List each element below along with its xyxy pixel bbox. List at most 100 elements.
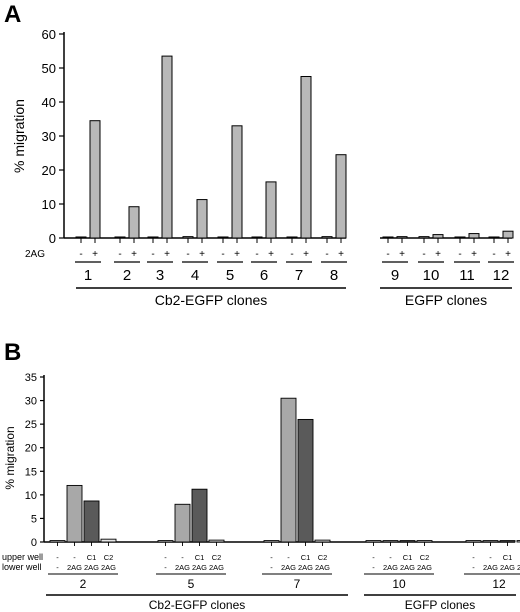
clone-label-b: 2 [80,577,87,591]
clone-label-a: 10 [423,267,440,284]
bar-a-plus [161,55,173,239]
bar-b [499,540,516,543]
treatment-sign-a: - [290,249,293,260]
row-label-upper: upper well [2,552,43,562]
panel-b-letter: B [4,339,21,366]
treatment-sign-a: + [338,249,344,260]
bar-b [482,540,499,543]
bar-a-plus [196,199,208,239]
y-axis-label-b: % migration [3,426,17,489]
panel-a-letter: A [4,1,21,28]
clone-label-a: 9 [391,267,399,284]
y-tick-label-b: 20 [25,443,37,455]
bar-b [174,503,191,543]
clone-label-a: 11 [459,267,475,284]
condition-upper-b: - [73,553,76,562]
condition-lower-b: 2AG [175,563,190,572]
bar-b [365,540,382,543]
bar-b [280,397,297,543]
clone-label-a: 12 [493,267,510,284]
bar-b [516,540,520,543]
y-tick-label-a: 30 [42,129,56,144]
bar-a-plus [502,230,514,239]
clone-label-b: 12 [492,577,506,591]
bar-a-minus [286,236,298,239]
treatment-sign-a: + [399,249,405,260]
y-tick-label-a: 0 [49,231,56,246]
bar-b [66,484,83,543]
condition-upper-b: - [287,553,290,562]
condition-upper-b: - [472,553,475,562]
bar-b [83,500,100,543]
bar-a-plus [300,76,312,239]
condition-upper-b: - [372,553,375,562]
condition-lower-b: 2AG [101,563,116,572]
condition-upper-b: - [56,553,59,562]
condition-lower-b: - [472,563,475,572]
treatment-sign-a: - [186,249,189,260]
condition-upper-b: C1 [403,553,413,562]
bar-b [382,540,399,543]
condition-lower-b: - [56,563,59,572]
treatment-sign-a: + [234,249,240,260]
bar-b [100,538,117,543]
y-tick-label-b: 5 [31,513,37,525]
y-tick-label-b: 25 [25,419,37,431]
treatment-sign-a: - [458,249,461,260]
clone-label-b: 5 [188,577,195,591]
y-tick-label-b: 10 [25,490,37,502]
bar-a-minus [382,236,394,239]
bar-a-minus [251,236,263,239]
bar-a-minus [114,236,126,239]
y-tick-label-a: 10 [42,197,56,212]
condition-upper-b: C1 [195,553,205,562]
y-tick-label-a: 40 [42,95,56,110]
condition-upper-b: C1 [87,553,97,562]
condition-lower-b: 2AG [192,563,207,572]
clone-label-a: 2 [123,267,131,284]
condition-lower-b: 2AG [67,563,82,572]
treatment-sign-a: - [118,249,121,260]
bar-b [399,540,416,543]
clone-label-b: 10 [392,577,406,591]
treatment-sign-a: - [151,249,154,260]
condition-upper-b: - [164,553,167,562]
y-axis-label-a: % migration [11,99,27,173]
bar-a-minus [147,236,159,239]
condition-lower-b: 2AG [209,563,224,572]
bar-a-plus [265,181,277,239]
bar-b [297,418,314,543]
treatment-sign-a: - [255,249,258,260]
bar-b [49,540,66,543]
bar-a-plus [396,236,408,239]
condition-upper-b: - [181,553,184,562]
treatment-sign-a: + [303,249,309,260]
bar-a-plus [128,206,140,239]
treatment-sign-a: - [492,249,495,260]
clone-label-a: 7 [295,267,303,284]
bar-a-minus [217,236,229,239]
bar-a-plus [231,125,243,239]
treatment-sign-a: - [325,249,328,260]
condition-lower-b: - [372,563,375,572]
treatment-sign-a: - [422,249,425,260]
condition-lower-b: 2AG [517,563,520,572]
bar-a-minus [454,236,466,239]
clone-label-a: 3 [156,267,164,284]
clone-label-b: 7 [294,577,301,591]
bar-a-plus [335,154,347,239]
condition-lower-b: 2AG [315,563,330,572]
condition-lower-b: 2AG [298,563,313,572]
treatment-sign-a: - [386,249,389,260]
bar-a-minus [418,236,430,239]
treatment-sign-a: + [199,249,205,260]
bar-a-minus [75,236,87,239]
bar-a-plus [468,233,480,239]
treatment-label-a: 2AG [25,249,45,260]
y-tick-label-b: 35 [25,372,37,384]
bar-a-minus [321,236,333,239]
clone-label-a: 1 [84,267,92,284]
bar-b [465,540,482,543]
